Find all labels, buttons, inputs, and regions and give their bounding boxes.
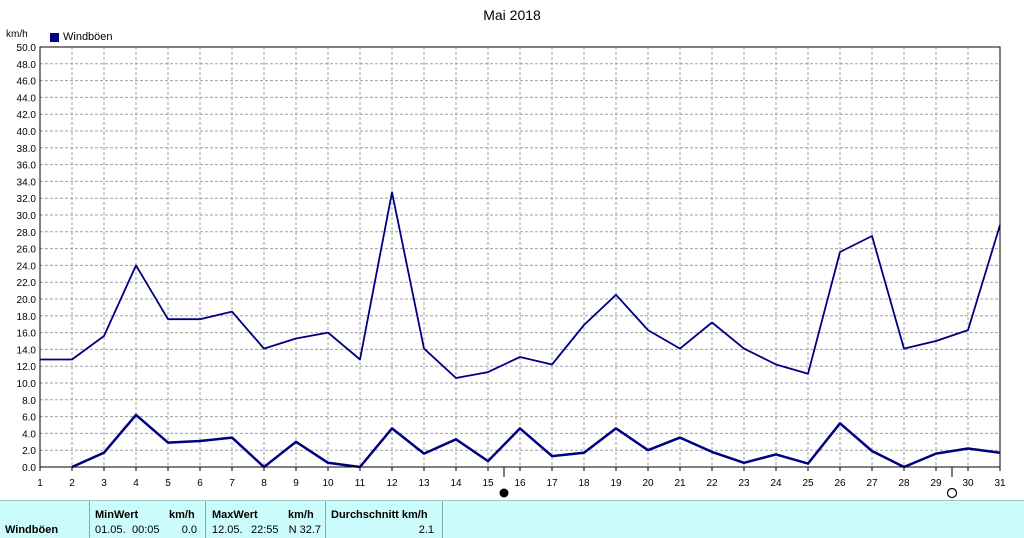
y-tick-label: 50.0 xyxy=(17,43,37,54)
y-tick-label: 36.0 xyxy=(17,161,37,172)
max-unit: km/h xyxy=(288,509,314,521)
y-tick-label: 26.0 xyxy=(17,245,37,256)
min-time: 00:05 xyxy=(132,524,160,536)
average-cell: Durchschnitt km/h 2.1 xyxy=(325,501,443,538)
y-tick-label: 2.0 xyxy=(22,446,36,457)
grid xyxy=(39,46,1001,468)
moon-markers xyxy=(499,467,958,499)
y-tick-label: 22.0 xyxy=(17,278,37,289)
avg-header: Durchschnitt km/h xyxy=(331,509,428,521)
min-value-cell: MinWert km/h 01.05. 00:05 0.0 xyxy=(89,501,205,538)
x-tick-label: 12 xyxy=(386,478,398,489)
x-tick-label: 27 xyxy=(866,478,878,489)
y-tick-label: 32.0 xyxy=(17,194,37,205)
y-tick-label: 38.0 xyxy=(17,144,37,155)
x-tick-label: 17 xyxy=(546,478,558,489)
x-tick-label: 5 xyxy=(165,478,171,489)
x-tick-label: 22 xyxy=(706,478,718,489)
y-tick-label: 0.0 xyxy=(22,463,36,474)
x-tick-label: 4 xyxy=(133,478,139,489)
x-tick-label: 25 xyxy=(802,478,814,489)
statistics-table: Windböen MinWert km/h 01.05. 00:05 0.0 M… xyxy=(0,500,1024,538)
x-tick-label: 11 xyxy=(355,478,366,489)
y-tick-label: 20.0 xyxy=(17,295,37,306)
plot-frame xyxy=(39,46,1001,468)
min-date: 01.05. xyxy=(95,524,126,536)
y-axis-ticks: 0.0 2.0 4.0 6.0 8.0 10.0 12.0 14.0 16.0 18.0 20.0 2… xyxy=(17,43,37,474)
series-line-avg xyxy=(71,413,1001,469)
y-tick-label: 48.0 xyxy=(17,60,37,71)
x-tick-label: 31 xyxy=(994,478,1006,489)
y-tick-label: 18.0 xyxy=(17,312,37,323)
y-tick-label: 42.0 xyxy=(17,110,37,121)
y-tick-label: 16.0 xyxy=(17,329,37,340)
x-tick-label: 21 xyxy=(674,478,686,489)
y-tick-label: 46.0 xyxy=(17,77,37,88)
legend-swatch xyxy=(50,32,59,42)
max-date: 12.05. xyxy=(212,524,243,536)
x-tick-label: 8 xyxy=(261,478,267,489)
max-value: N 32.7 xyxy=(288,524,321,536)
y-tick-label: 44.0 xyxy=(17,93,37,104)
x-tick-label: 15 xyxy=(482,478,494,489)
x-tick-label: 19 xyxy=(610,478,622,489)
x-tick-label: 10 xyxy=(322,478,334,489)
y-tick-label: 14.0 xyxy=(17,345,37,356)
x-tick-label: 7 xyxy=(229,478,235,489)
x-tick-label: 28 xyxy=(898,478,910,489)
y-tick-label: 8.0 xyxy=(22,396,36,407)
x-tick-label: 1 xyxy=(37,478,43,489)
max-value-cell: MaxWert km/h 12.05. 22:55 N 32.7 xyxy=(205,501,325,538)
x-tick-label: 20 xyxy=(642,478,654,489)
series-line-max xyxy=(40,191,1001,379)
y-tick-label: 28.0 xyxy=(17,228,37,239)
min-value: 0.0 xyxy=(181,524,197,536)
legend-label: Windböen xyxy=(63,31,113,43)
y-tick-label: 30.0 xyxy=(17,211,37,222)
min-unit: km/h xyxy=(169,509,195,521)
x-tick-label: 24 xyxy=(770,478,782,489)
x-tick-label: 30 xyxy=(962,478,974,489)
wind-gust-chart: 0.0 2.0 4.0 6.0 8.0 10.0 12.0 14.0 16.0 18.0 20.0 2… xyxy=(17,43,1006,499)
chart-title: Mai 2018 xyxy=(483,7,541,23)
y-tick-label: 34.0 xyxy=(17,177,37,188)
legend: Windböen xyxy=(50,31,113,43)
x-tick-label: 23 xyxy=(738,478,750,489)
x-tick-label: 16 xyxy=(514,478,526,489)
y-tick-label: 40.0 xyxy=(17,127,37,138)
y-axis-unit: km/h xyxy=(6,29,28,40)
y-tick-label: 6.0 xyxy=(22,413,36,424)
x-tick-label: 14 xyxy=(450,478,462,489)
y-tick-label: 24.0 xyxy=(17,261,37,272)
max-time: 22:55 xyxy=(251,524,279,536)
y-tick-label: 4.0 xyxy=(22,429,36,440)
y-tick-label: 10.0 xyxy=(17,379,37,390)
x-tick-label: 29 xyxy=(930,478,942,489)
x-tick-label: 6 xyxy=(197,478,203,489)
avg-value: 2.1 xyxy=(418,524,434,536)
x-tick-label: 26 xyxy=(834,478,846,489)
min-header: MinWert xyxy=(95,509,139,521)
x-tick-label: 18 xyxy=(578,478,590,489)
new-moon-marker xyxy=(946,487,958,499)
series-lines xyxy=(40,191,1001,469)
x-tick-label: 2 xyxy=(69,478,75,489)
max-header: MaxWert xyxy=(212,509,258,521)
stats-row-label: Windböen xyxy=(5,524,59,536)
x-tick-label: 3 xyxy=(101,478,107,489)
full-moon-marker xyxy=(499,488,509,498)
x-tick-label: 13 xyxy=(418,478,430,489)
x-axis-ticks: 1 2 3 4 5 6 7 8 9 10 11 12 13 14 15 16 17 18 19 20 21 22 23 24 2… xyxy=(37,467,1006,489)
y-tick-label: 12.0 xyxy=(17,362,37,373)
x-tick-label: 9 xyxy=(293,478,299,489)
